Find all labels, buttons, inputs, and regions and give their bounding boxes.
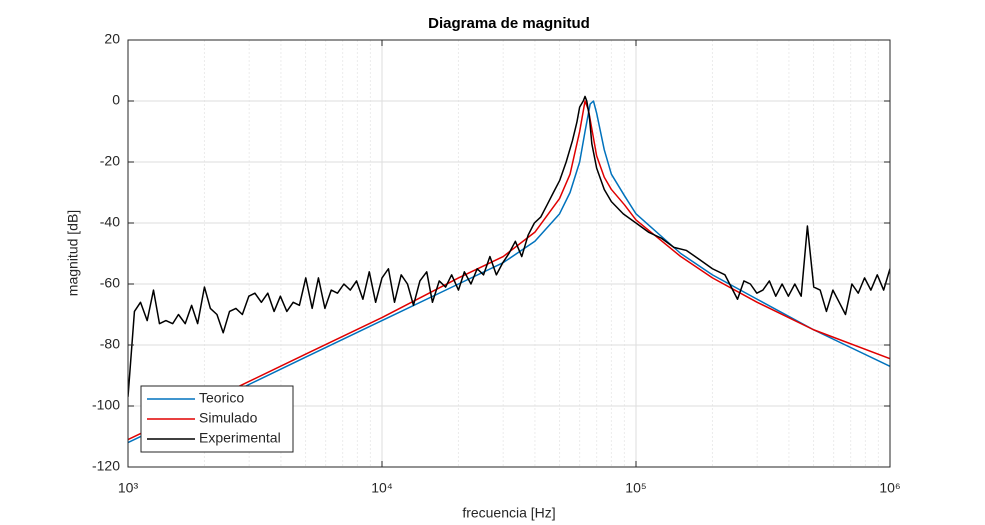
legend: Teorico Simulado Experimental xyxy=(140,385,294,453)
y-tick-label: 20 xyxy=(104,31,120,47)
x-tick-label: 10⁶ xyxy=(879,480,900,496)
y-tick-label: -60 xyxy=(100,275,120,291)
series-line xyxy=(128,100,890,441)
y-tick-label: -80 xyxy=(100,336,120,352)
axes-box xyxy=(127,39,891,468)
legend-label: Simulado xyxy=(199,410,258,426)
y-tick-label: -100 xyxy=(92,397,120,413)
y-tick-label: 0 xyxy=(112,92,120,108)
series-line xyxy=(128,100,890,444)
y-tick-label: -20 xyxy=(100,153,120,169)
x-tick-label: 10⁵ xyxy=(625,480,646,496)
legend-label: Teorico xyxy=(199,390,244,406)
x-tick-label: 10⁴ xyxy=(371,480,393,496)
y-tick-label: -120 xyxy=(92,458,120,474)
x-axis-label: frecuencia [Hz] xyxy=(462,505,555,521)
x-tick-label: 10³ xyxy=(118,480,139,496)
y-axis-label: magnitud [dB] xyxy=(65,210,81,296)
series-line xyxy=(128,95,890,397)
legend-label: Experimental xyxy=(199,430,281,446)
y-tick-label: -40 xyxy=(100,214,120,230)
chart-title: Diagrama de magnitud xyxy=(428,15,590,32)
line-layer xyxy=(128,95,890,444)
